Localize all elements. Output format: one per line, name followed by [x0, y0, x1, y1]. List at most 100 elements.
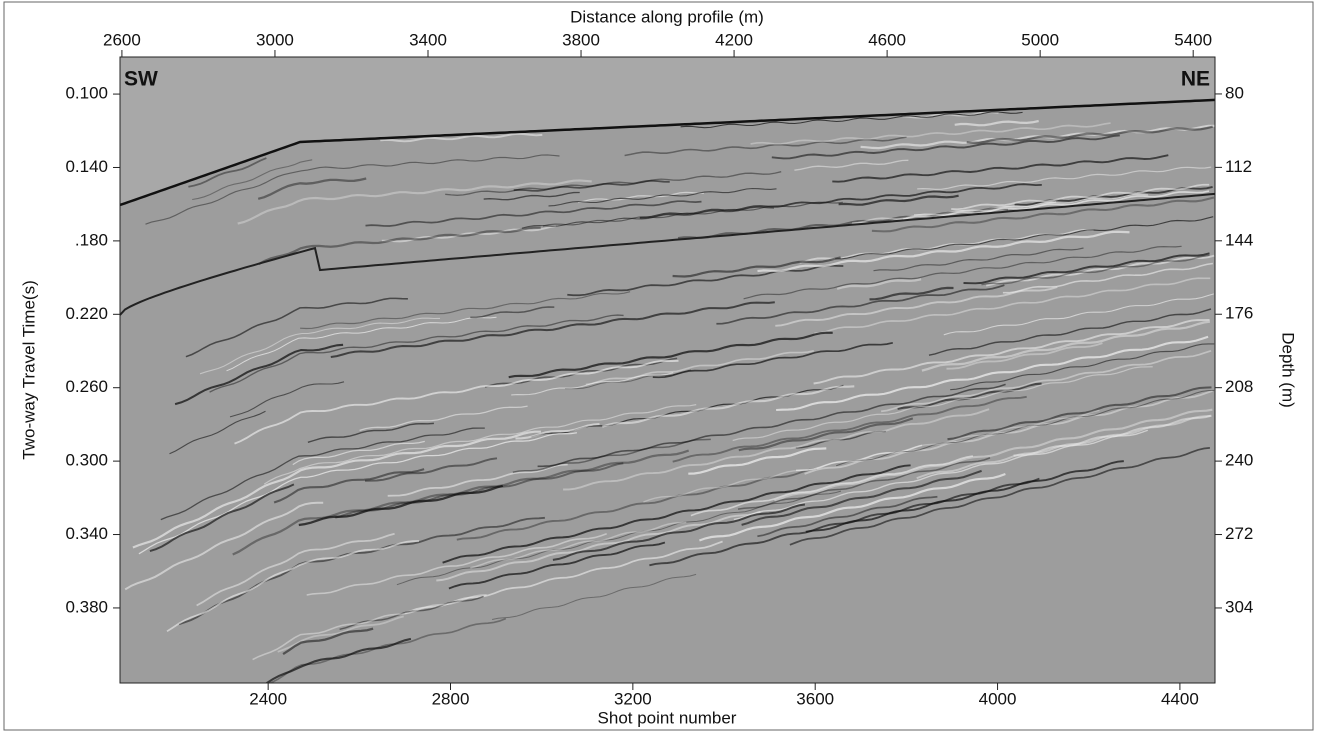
y-tick-label: .180	[75, 230, 108, 249]
x2-tick-label: 3400	[409, 30, 447, 49]
reflector-texture	[492, 573, 697, 620]
reflector-texture	[794, 159, 909, 171]
reflector-texture	[652, 341, 893, 379]
reflector-texture	[771, 134, 1120, 160]
reflector-texture	[456, 467, 817, 541]
y2-tick-label: 144	[1225, 230, 1253, 249]
reflector-texture	[716, 284, 1005, 325]
x2-tick-label: 2600	[103, 30, 141, 49]
reflector-texture	[185, 297, 408, 358]
reflector-texture	[986, 254, 1215, 287]
y2-tick-label: 80	[1225, 83, 1244, 102]
reflector-texture	[836, 389, 1215, 467]
reflector-texture	[330, 301, 775, 358]
y-tick-label: 0.260	[65, 377, 108, 396]
reflector-texture	[396, 490, 842, 586]
reflector-texture	[513, 179, 670, 192]
reflector-texture	[237, 179, 592, 225]
reflector-texture	[963, 252, 1210, 285]
y-tick-label: 0.100	[65, 84, 108, 103]
reflector-texture	[954, 119, 1039, 127]
reflector-texture	[951, 183, 1210, 211]
x-tick-label: 4000	[979, 689, 1017, 708]
reflector-texture	[563, 408, 990, 491]
reflector-texture	[199, 317, 441, 375]
x-tick-label: 2800	[432, 689, 470, 708]
x2-tick-label: 4200	[715, 30, 753, 49]
reflector-texture	[946, 342, 1103, 370]
reflector-texture	[277, 615, 404, 653]
reflector-texture	[282, 627, 374, 656]
reflector-texture	[902, 190, 1210, 221]
reflector-texture	[381, 225, 556, 243]
x2-tick-label: 4600	[868, 30, 906, 49]
reflector-texture	[515, 422, 600, 440]
reflector-texture	[917, 166, 1212, 191]
reflector-texture	[149, 483, 295, 553]
x-tick-label: 4400	[1161, 689, 1199, 708]
y-axis-title: Two-way Travel Time(s)	[19, 280, 38, 459]
x-tick-label: 3200	[614, 689, 652, 708]
y2-tick-label: 304	[1225, 597, 1253, 616]
reflector-texture	[166, 540, 420, 633]
reflector-texture	[160, 427, 485, 521]
y-tick-label: 0.300	[65, 451, 108, 470]
reflector-texture	[226, 316, 497, 372]
reflector-texture	[209, 314, 624, 393]
x2-tick-label: 5000	[1021, 30, 1059, 49]
reflector-texture	[690, 455, 974, 517]
reflector-texture	[229, 381, 345, 418]
annotation-ne: NE	[1181, 68, 1210, 91]
reflector-texture	[174, 343, 344, 406]
reflector-texture	[643, 409, 1100, 503]
reflector-texture	[737, 457, 991, 510]
reflector-texture	[585, 349, 814, 386]
y2-axis-title: Depth (m)	[1279, 332, 1298, 408]
reflector-texture	[257, 177, 367, 200]
reflector-texture	[795, 430, 886, 449]
reflector-texture	[552, 503, 806, 561]
reflector-texture	[145, 154, 560, 225]
reflector-texture	[252, 594, 487, 661]
reflector-texture	[757, 230, 1130, 273]
reflector-texture	[577, 191, 704, 204]
y-tick-label: 0.140	[65, 157, 108, 176]
reflector-texture	[196, 532, 395, 607]
x-tick-label: 3600	[796, 689, 834, 708]
y-tick-label: 0.220	[65, 304, 108, 323]
reflector-texture	[921, 320, 1211, 372]
reflector-texture	[947, 386, 1212, 441]
reflector-texture	[814, 277, 1211, 335]
reflector-texture	[306, 532, 607, 596]
reflector-texture	[307, 422, 434, 443]
reflector-texture	[445, 171, 782, 196]
y2-tick-label: 272	[1225, 524, 1253, 543]
reflector-texture	[387, 463, 568, 497]
reflector-texture	[298, 484, 504, 527]
reflector-texture	[234, 359, 679, 445]
reflector-texture	[339, 595, 484, 631]
reflector-texture	[470, 521, 687, 569]
reflector-texture	[741, 469, 982, 526]
reflector-texture	[521, 206, 775, 229]
reflector-texture	[1002, 262, 1214, 294]
reflector-texture	[365, 200, 702, 227]
reflector-texture	[672, 395, 1027, 463]
reflector-texture	[649, 477, 1040, 567]
x2-tick-label: 3000	[256, 30, 294, 49]
reflector-texture	[757, 495, 938, 538]
reflector-texture	[124, 501, 324, 591]
reflector-texture	[442, 464, 911, 564]
water-column	[120, 57, 1215, 205]
reflector-texture	[813, 318, 1210, 385]
reflector-texture	[537, 383, 1006, 468]
reflector-texture	[263, 404, 697, 485]
reflector-texture	[359, 405, 528, 432]
reflector-texture	[789, 447, 1210, 546]
reflector-texture	[943, 293, 1214, 336]
reflector-texture	[639, 183, 1042, 219]
annotation-sw: SW	[124, 68, 158, 91]
seismic-image	[120, 57, 1215, 683]
x2-tick-label: 3800	[562, 30, 600, 49]
